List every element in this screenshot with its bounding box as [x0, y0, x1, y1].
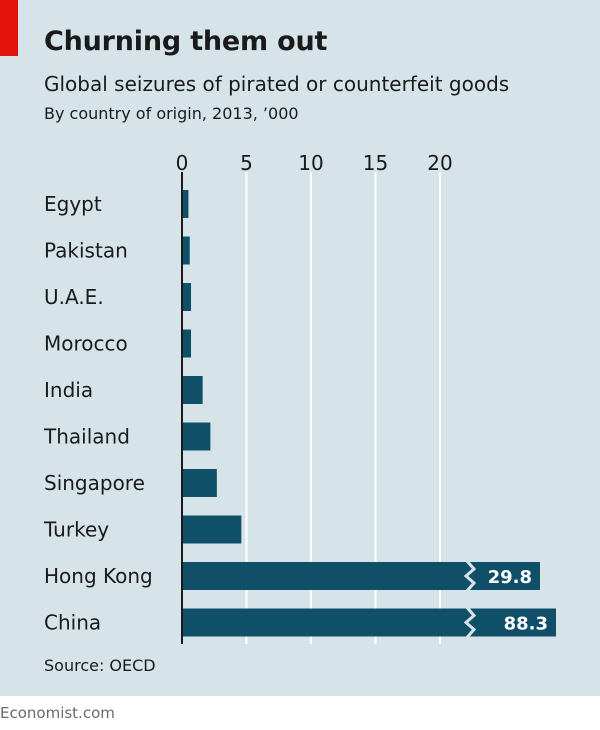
category-label: Morocco: [44, 332, 128, 356]
category-label: Turkey: [43, 518, 109, 542]
brand-red-tag: [0, 0, 18, 56]
x-tick-label: 15: [363, 151, 388, 175]
bar-value-label: 88.3: [504, 614, 548, 635]
bar-break-marker: [463, 606, 477, 639]
chart-title: Churning them out: [44, 26, 328, 57]
bar: [182, 515, 242, 544]
chart-units-note: By country of origin, 2013, ’000: [44, 104, 299, 123]
bar-break-marker: [463, 560, 477, 592]
x-tick-label: 10: [298, 151, 323, 175]
brand-label: Economist.com: [0, 704, 115, 722]
category-label: Pakistan: [44, 239, 128, 263]
category-label: U.A.E.: [44, 285, 104, 309]
category-label: Egypt: [44, 192, 102, 216]
bar: [182, 608, 556, 637]
bar: [182, 422, 211, 451]
bar: [182, 562, 540, 590]
x-tick-label: 20: [427, 151, 452, 175]
x-tick-label: 0: [176, 151, 189, 175]
bar-value-label: 29.8: [488, 567, 532, 588]
bar: [182, 329, 192, 358]
category-label: India: [44, 378, 93, 402]
bar: [182, 283, 192, 311]
x-tick-label: 5: [240, 151, 253, 175]
bar-chart: 0 5 10 15 20 Egypt Pakistan U.A.E. Morocco India T…: [43, 151, 556, 644]
category-label: Thailand: [43, 425, 130, 449]
category-label: Hong Kong: [44, 564, 153, 588]
source-note: Source: OECD: [44, 656, 156, 675]
bar: [182, 190, 189, 218]
bar: [182, 469, 217, 497]
category-label: Singapore: [44, 471, 145, 495]
bar: [182, 236, 190, 265]
category-label: China: [44, 611, 101, 635]
bar: [182, 376, 203, 404]
chart-subtitle: Global seizures of pirated or counterfei…: [44, 72, 510, 96]
